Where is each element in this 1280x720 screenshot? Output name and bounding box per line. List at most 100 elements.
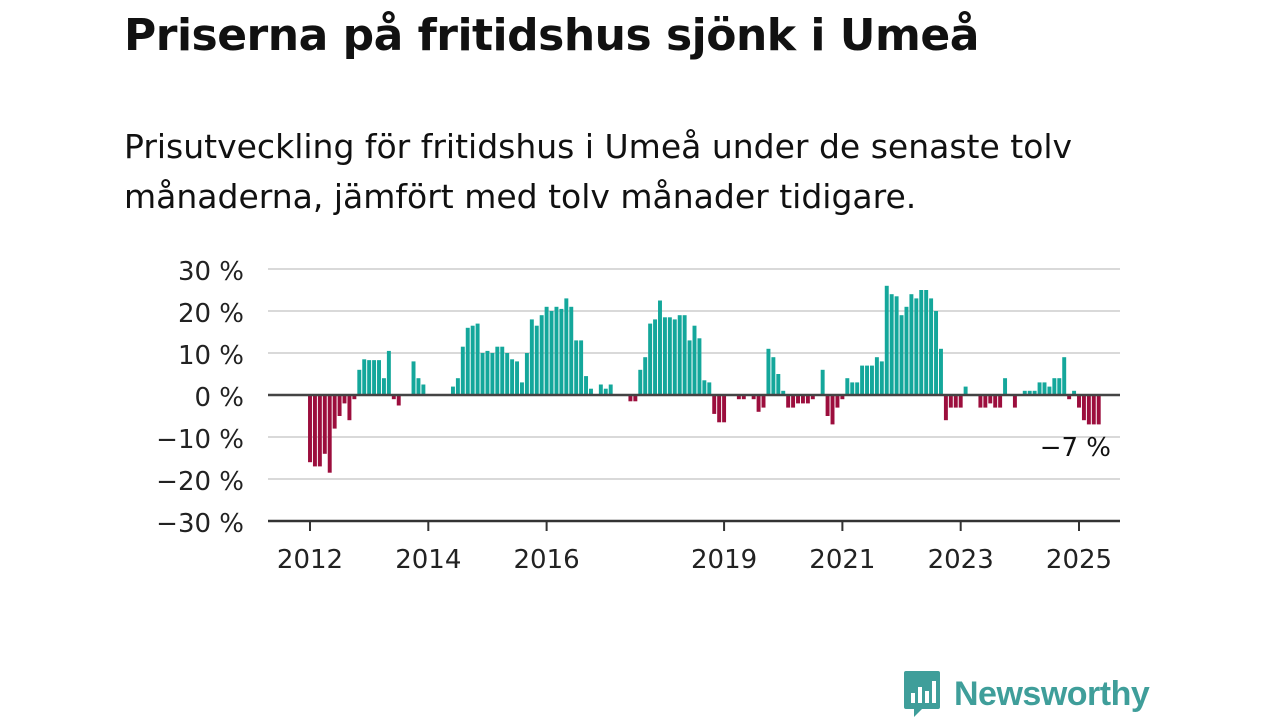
bar (929, 298, 934, 395)
bar (939, 348, 943, 395)
bar (396, 395, 401, 406)
bar (805, 395, 810, 404)
bar (751, 395, 756, 400)
bar (707, 382, 712, 395)
bar (874, 357, 879, 395)
bar (377, 360, 381, 395)
bar (470, 325, 475, 395)
bar (702, 380, 707, 395)
bar (776, 374, 781, 395)
bar (327, 395, 332, 473)
y-tick-label: 0 % (194, 383, 244, 413)
bar (559, 308, 564, 395)
x-axis-labels: 2012 2014 2016 2019 2021 2023 2025 (277, 521, 1112, 575)
bar (1062, 357, 1067, 395)
x-tick-label: 2012 (277, 545, 343, 575)
bars (308, 285, 1101, 473)
bar (766, 348, 771, 395)
bar (352, 395, 357, 400)
bar (1057, 378, 1062, 395)
bar (682, 315, 687, 395)
bar (756, 395, 761, 412)
bar (810, 395, 815, 400)
bar (312, 395, 317, 467)
bar (904, 306, 909, 395)
newsworthy-logo-icon (904, 671, 940, 717)
bar (850, 382, 855, 395)
bar (332, 395, 337, 429)
bar (761, 395, 766, 408)
bar (825, 395, 830, 416)
bar (781, 390, 786, 395)
bar (534, 325, 539, 395)
bar (800, 395, 805, 404)
bar (894, 296, 899, 395)
bar (648, 323, 653, 395)
bar (362, 359, 367, 395)
bar (889, 294, 894, 395)
bar (337, 395, 342, 416)
x-tick-label: 2023 (928, 545, 994, 575)
gridlines (268, 268, 1120, 480)
bar (505, 353, 510, 395)
bar (741, 395, 746, 400)
bar (579, 340, 584, 395)
bar (672, 319, 677, 395)
bar (1042, 382, 1047, 395)
bar (480, 353, 485, 395)
bar (549, 311, 554, 395)
bar (1022, 390, 1027, 395)
bar (914, 298, 919, 395)
bar (963, 386, 968, 395)
bar (544, 306, 549, 395)
bar (677, 315, 682, 395)
bar (520, 382, 524, 395)
bar (455, 378, 460, 395)
bar (687, 340, 692, 395)
bar (924, 290, 929, 395)
bar (835, 395, 840, 408)
bar (450, 386, 455, 395)
bar (490, 353, 495, 395)
bar (948, 395, 953, 408)
bar (786, 395, 791, 408)
bar (529, 319, 534, 395)
bar (662, 317, 667, 395)
bar (1081, 395, 1086, 421)
bar (1096, 395, 1101, 425)
bar (1003, 378, 1008, 395)
y-tick-label: 20 % (178, 299, 244, 329)
x-tick-label: 2016 (514, 545, 580, 575)
bar (658, 300, 662, 395)
bar (653, 319, 658, 395)
bar (554, 306, 559, 395)
bar (411, 361, 416, 395)
bar (667, 317, 672, 395)
bar (342, 395, 347, 404)
bar (347, 395, 352, 421)
bar (978, 395, 983, 408)
y-tick-label: −10 % (156, 425, 244, 455)
bar (628, 395, 633, 402)
brand-name: Newsworthy (954, 674, 1150, 713)
y-tick-label: 10 % (178, 341, 244, 371)
bar (317, 395, 322, 467)
bar (357, 369, 362, 395)
bar (421, 384, 426, 395)
bar (820, 369, 825, 395)
bar (988, 395, 993, 404)
chart-title: Priserna på fritidshus sjönk i Umeå (124, 10, 979, 61)
annotation-label: −7 % (1040, 433, 1111, 463)
bar (416, 378, 421, 395)
bar (500, 346, 505, 395)
x-tick-label: 2021 (809, 545, 875, 575)
bar (845, 378, 850, 395)
bar (381, 378, 386, 395)
bar (589, 388, 593, 395)
bar (899, 315, 904, 395)
bar (958, 395, 963, 408)
bar (953, 395, 958, 408)
bar (598, 384, 603, 395)
y-tick-label: −30 % (156, 509, 244, 539)
